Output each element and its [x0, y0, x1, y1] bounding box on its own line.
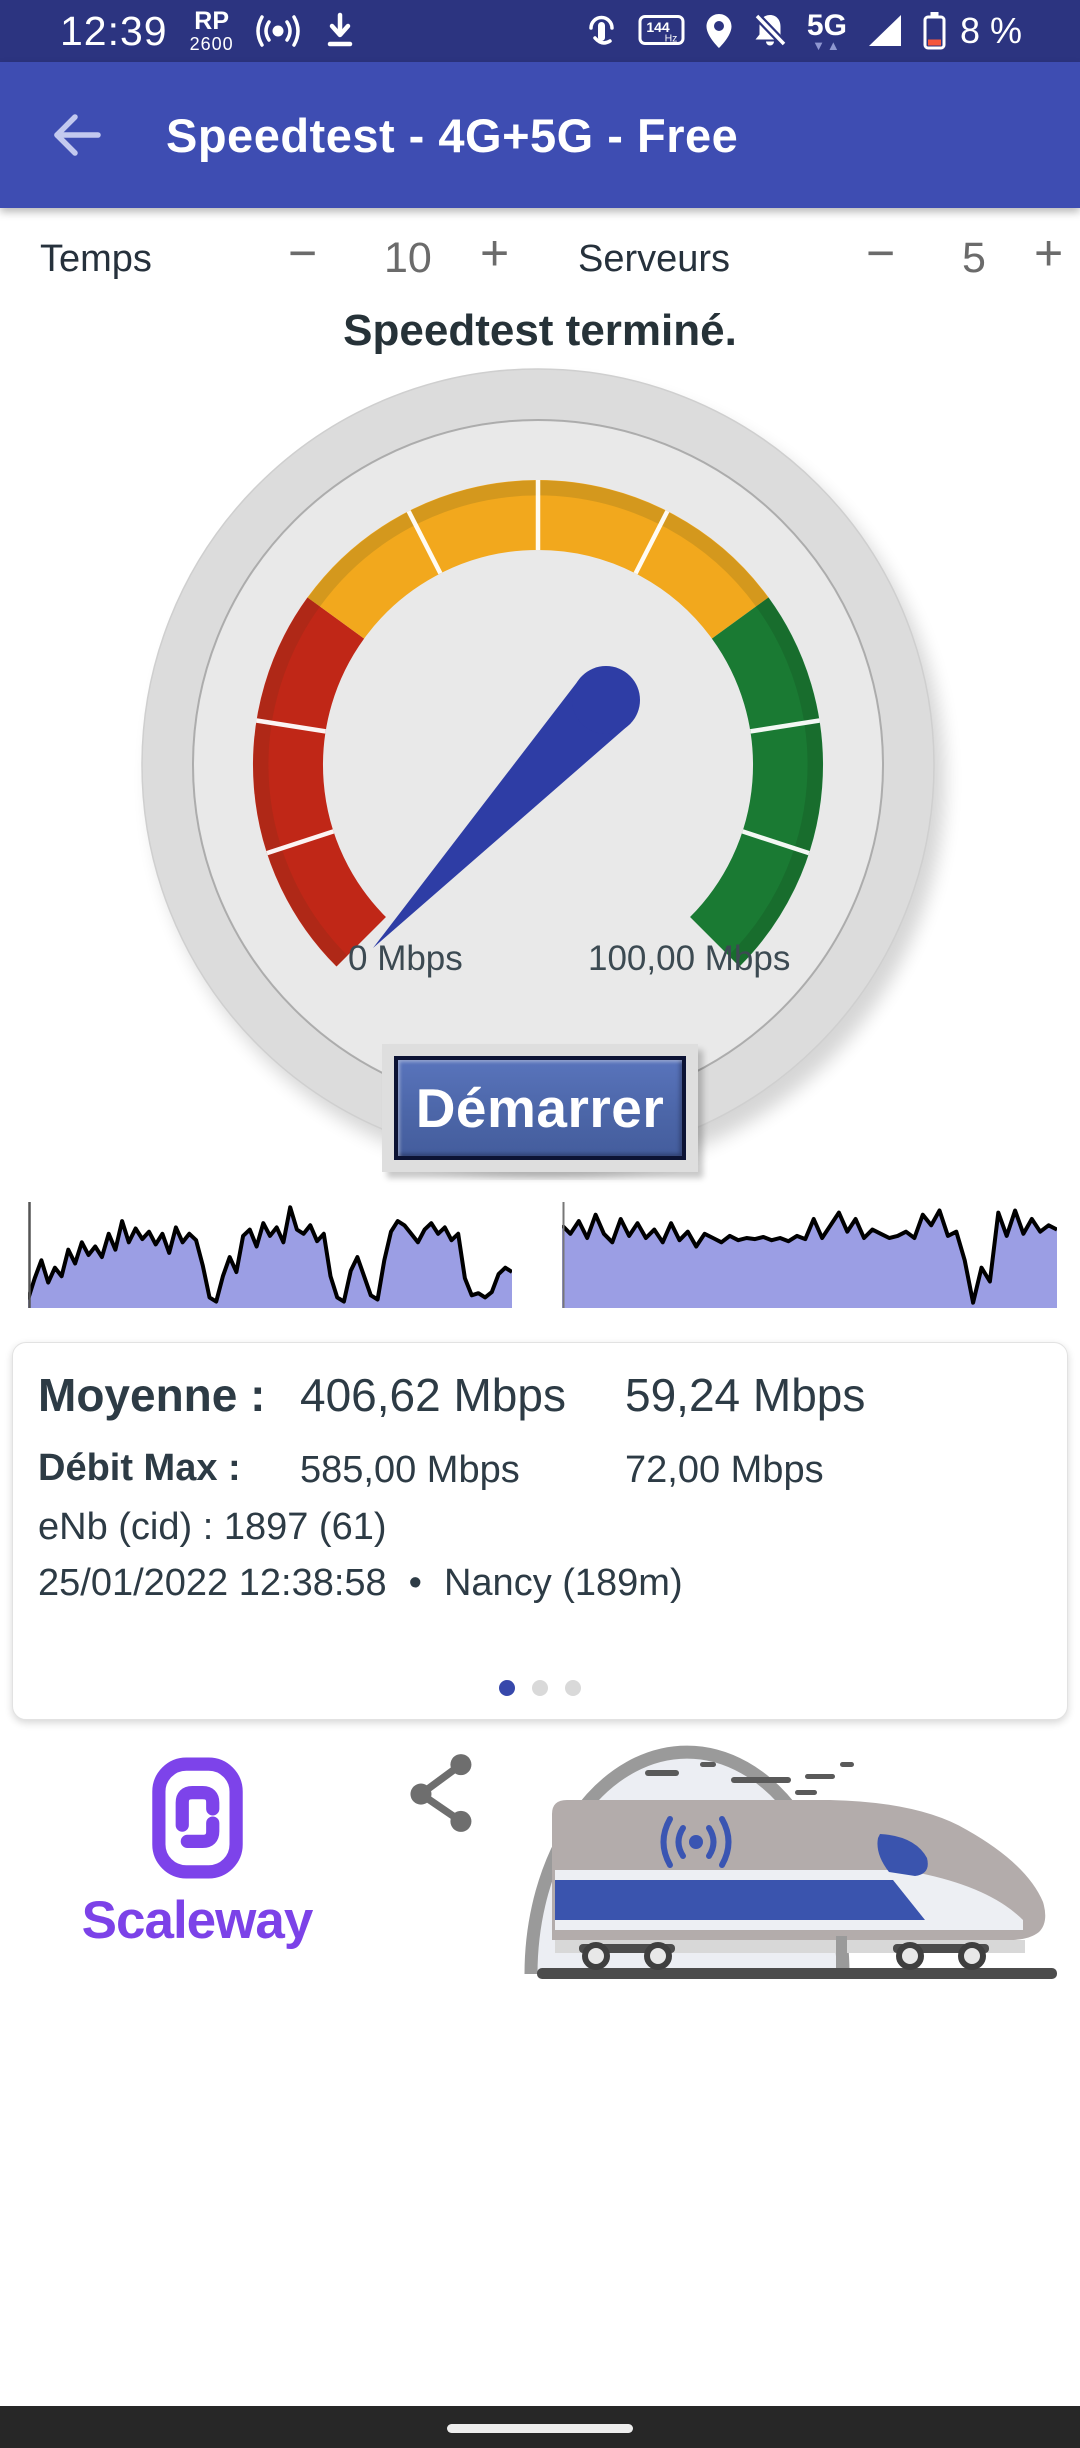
- battery-icon: [923, 12, 946, 50]
- timestamp: 25/01/2022 12:38:58: [38, 1562, 387, 1604]
- back-arrow-icon: [54, 114, 101, 156]
- pagination-dot[interactable]: [565, 1680, 581, 1696]
- broadcast-icon: [254, 13, 302, 49]
- pagination-dot[interactable]: [532, 1680, 548, 1696]
- battery-percent: 8 %: [959, 10, 1022, 51]
- train-wheels: [582, 1942, 986, 1970]
- operator-name: RP: [194, 7, 229, 35]
- home-indicator[interactable]: [447, 2424, 633, 2433]
- train-stripe: [555, 1880, 925, 1920]
- data-activity-arrows: ▼▲: [812, 37, 842, 53]
- gauge-arc-red: [253, 597, 387, 967]
- start-button-frame: Démarrer: [382, 1044, 698, 1172]
- back-button[interactable]: [50, 112, 104, 158]
- notifications-off-icon: [753, 13, 787, 49]
- serveurs-label: Serveurs: [578, 238, 731, 280]
- max-label: Débit Max :: [38, 1447, 241, 1489]
- ground-line: [537, 1968, 1057, 1979]
- gauge-arc-green: [689, 597, 823, 967]
- pagination-dot[interactable]: [499, 1680, 515, 1696]
- train-illustration: [524, 1745, 1057, 1979]
- temps-label: Temps: [40, 238, 152, 280]
- train-window: [877, 1834, 928, 1876]
- speed-lines: [645, 1762, 854, 1795]
- server-location: Nancy (189m): [443, 1562, 683, 1604]
- gauge-ticks: [256, 480, 820, 856]
- temps-value: 10: [384, 234, 432, 282]
- upload-history-chart: [562, 1202, 1057, 1308]
- signal-strength-icon: [867, 14, 903, 48]
- app-bar: Speedtest - 4G+5G - Free: [0, 62, 1080, 208]
- serveurs-minus-button[interactable]: −: [866, 225, 896, 281]
- gauge-max-label: 100,00 Mbps: [588, 939, 790, 978]
- speedtest-status-message: Speedtest terminé.: [343, 306, 737, 355]
- share-icon[interactable]: [408, 1752, 476, 1834]
- test-meta: 25/01/2022 12:38:58 • Nancy (189m): [38, 1562, 683, 1605]
- gauge-needle: [373, 666, 640, 948]
- network-type-indicator: 5G ▼▲: [806, 8, 847, 53]
- max-upload-value: 72,00 Mbps: [625, 1449, 824, 1491]
- serveurs-value: 5: [962, 234, 986, 282]
- speed-gauge: 0 Mbps 100,00 Mbps: [141, 368, 945, 1177]
- touch-sensitivity-icon: [585, 13, 618, 49]
- max-download-value: 585,00 Mbps: [300, 1449, 520, 1491]
- carousel-pagination: [12, 1680, 1068, 1696]
- status-bar: 12:39 RP 2600 144 Hz: [0, 0, 1080, 62]
- average-label: Moyenne :: [38, 1369, 266, 1421]
- clock: 12:39: [60, 7, 168, 54]
- download-history-chart: [28, 1202, 512, 1308]
- scaleway-logo-icon[interactable]: [150, 1756, 245, 1880]
- scaleway-wordmark[interactable]: Scaleway: [81, 1891, 314, 1950]
- operator-band: 2600: [189, 34, 234, 54]
- svg-text:144: 144: [646, 19, 670, 35]
- temps-minus-button[interactable]: −: [288, 225, 318, 281]
- download-icon: [322, 12, 358, 50]
- average-download-value: 406,62 Mbps: [300, 1369, 566, 1421]
- serveurs-plus-button[interactable]: +: [1034, 225, 1064, 281]
- location-icon: [705, 13, 733, 49]
- gauge-min-label: 0 Mbps: [348, 939, 463, 978]
- average-upload-value: 59,24 Mbps: [625, 1369, 866, 1421]
- refresh-rate-icon: 144 Hz: [638, 13, 685, 49]
- temps-plus-button[interactable]: +: [480, 225, 510, 281]
- svg-text:Hz: Hz: [665, 33, 678, 45]
- page-title: Speedtest - 4G+5G - Free: [166, 108, 739, 162]
- cell-info: eNb (cid) : 1897 (61): [38, 1506, 387, 1548]
- start-button[interactable]: Démarrer: [394, 1056, 686, 1160]
- train-wifi-icon: [660, 1816, 732, 1868]
- separator-bullet: •: [408, 1562, 422, 1604]
- operator-indicator: RP 2600: [189, 7, 234, 54]
- results-card: [12, 1342, 1068, 1720]
